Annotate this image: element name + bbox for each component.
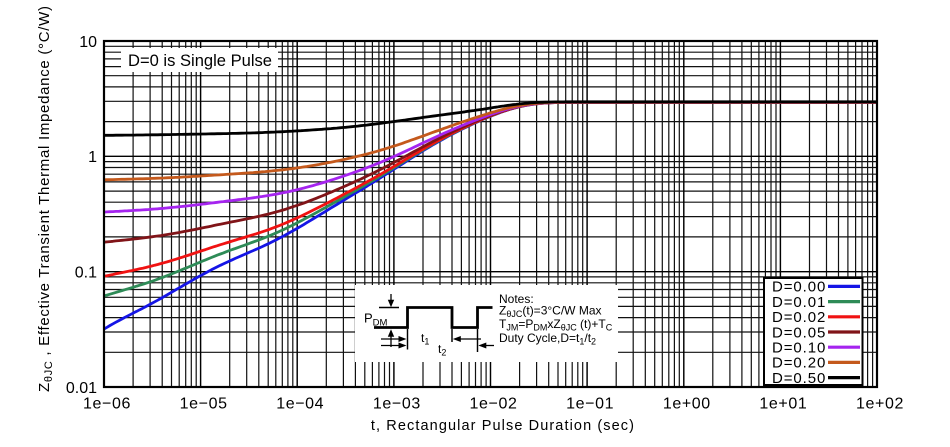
- svg-text:TJM=PDMxZθJC (t)+TC: TJM=PDMxZθJC (t)+TC: [499, 317, 613, 333]
- svg-text:D=0.02: D=0.02: [772, 309, 826, 326]
- svg-text:0.1: 0.1: [75, 265, 97, 282]
- svg-text:t2: t2: [438, 342, 446, 358]
- svg-text:1e−05: 1e−05: [180, 396, 228, 413]
- svg-text:1: 1: [88, 149, 97, 166]
- svg-text:10: 10: [79, 34, 97, 51]
- svg-text:1e+00: 1e+00: [663, 396, 711, 413]
- svg-text:D=0.05: D=0.05: [772, 324, 826, 341]
- svg-text:Duty Cycle,D=t1/t2: Duty Cycle,D=t1/t2: [499, 331, 596, 347]
- svg-text:D=0.20: D=0.20: [772, 355, 826, 372]
- svg-text:D=0.00: D=0.00: [772, 279, 826, 296]
- svg-text:ZθJC , Effective Transient The: ZθJC , Effective Transient Thermal Imped…: [36, 5, 55, 392]
- svg-text:1e−06: 1e−06: [83, 396, 131, 413]
- svg-text:1e−04: 1e−04: [276, 396, 324, 413]
- svg-text:0.01: 0.01: [66, 380, 97, 397]
- svg-text:1e−01: 1e−01: [566, 396, 614, 413]
- svg-text:t1: t1: [421, 331, 429, 347]
- svg-text:D=0 is Single Pulse: D=0 is Single Pulse: [128, 51, 272, 70]
- svg-text:1e−03: 1e−03: [373, 396, 421, 413]
- svg-text:ZθJC(t)=3°C/W Max: ZθJC(t)=3°C/W Max: [499, 304, 602, 320]
- svg-text:Notes:: Notes:: [499, 292, 534, 306]
- svg-text:t, Rectangular Pulse Duration: t, Rectangular Pulse Duration (sec): [371, 418, 635, 434]
- svg-text:D=0.10: D=0.10: [772, 340, 826, 357]
- svg-text:D=0.01: D=0.01: [772, 294, 826, 311]
- svg-text:1e+02: 1e+02: [856, 396, 904, 413]
- svg-text:D=0.50: D=0.50: [772, 370, 826, 387]
- svg-text:1e−02: 1e−02: [470, 396, 518, 413]
- svg-text:1e+01: 1e+01: [759, 396, 807, 413]
